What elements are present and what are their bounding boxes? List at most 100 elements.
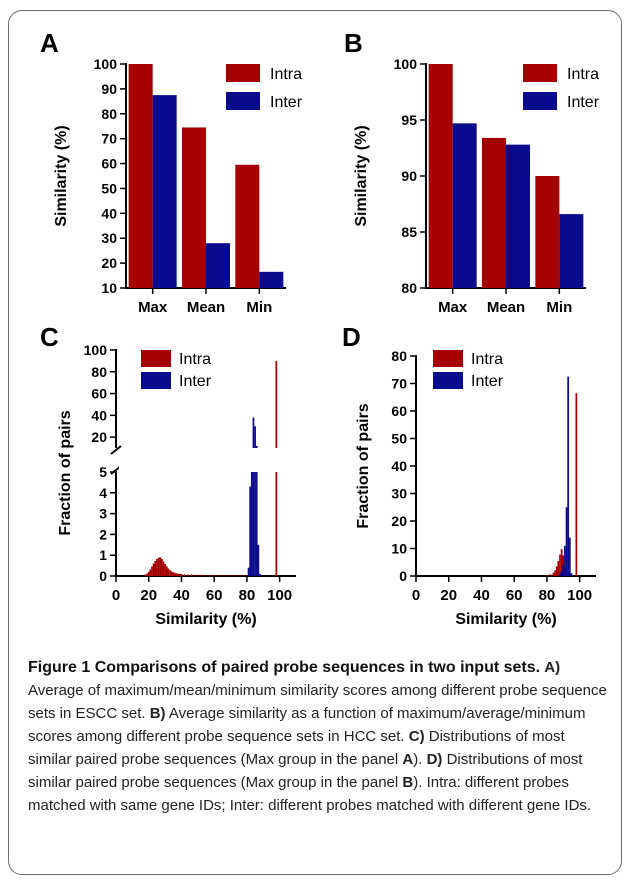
caption-item-text: Distributions of most similar paired pro… (28, 728, 565, 768)
caption-ref: D) (426, 751, 443, 768)
hist-bar-inter (562, 565, 565, 576)
hist-bar-intra (575, 393, 578, 576)
x-tick-label-mean: Mean (187, 299, 225, 316)
y-tick-label: 20 (391, 513, 407, 529)
hist-bar-intra (559, 554, 561, 576)
y-tick-label: 60 (101, 156, 117, 172)
y-tick-label: 40 (101, 205, 117, 221)
y-tick-label: 10 (101, 280, 117, 296)
hist-bar-inter (257, 544, 260, 576)
y-tick-label: 100 (84, 342, 108, 358)
caption-heading: Comparisons of paired probe sequences in… (94, 659, 541, 676)
y-tick-label: 10 (391, 541, 407, 557)
x-tick-label-min: Min (546, 299, 572, 316)
y-tick-label: 70 (101, 131, 117, 147)
y-tick-label: 0 (99, 568, 107, 584)
x-tick-label: 60 (506, 587, 523, 604)
x-axis-label: Similarity (%) (455, 611, 556, 628)
y-tick-label: 90 (401, 168, 417, 184)
hist-bar-intra (210, 574, 212, 576)
hist-bar-intra (552, 572, 555, 576)
caption-ref: A) (544, 659, 561, 676)
hist-bar-intra (154, 561, 157, 576)
legend-swatch-intra (226, 64, 260, 82)
x-tick-label: 0 (112, 587, 120, 604)
panel-letter-d: D (342, 322, 361, 352)
legend-label-inter: Inter (179, 373, 212, 390)
caption-title: Figure 1 Comparisons of paired probe seq… (28, 659, 540, 676)
y-tick-label: 80 (101, 106, 117, 122)
hist-bar-intra (187, 574, 189, 576)
y-tick-label: 80 (91, 364, 107, 380)
hist-bar-intra (239, 575, 242, 576)
caption-item-text: Average of maximum/mean/minimum similari… (28, 682, 607, 722)
legend-swatch-inter (433, 372, 463, 389)
hist-bar-intra (147, 571, 150, 576)
y-tick-label: 2 (99, 526, 107, 542)
bar-inter-mean (506, 144, 530, 288)
axis-break-mark (110, 445, 122, 455)
y-axis-label: Fraction of pairs (355, 403, 372, 528)
legend-swatch-inter (141, 372, 171, 389)
y-tick-label: 30 (101, 230, 117, 246)
hist-bar-intra (164, 563, 166, 576)
y-tick-label: 80 (401, 280, 417, 296)
caption-ref: C) (408, 728, 425, 745)
hist-bar-intra (174, 572, 176, 576)
x-tick-label: 20 (440, 587, 457, 604)
hist-bar-intra (175, 573, 178, 576)
hist-bar-intra (275, 472, 278, 576)
y-tick-label: 95 (401, 112, 417, 128)
y-tick-label: 70 (391, 376, 407, 392)
hist-bar-inter (249, 486, 252, 576)
hist-bar-intra (236, 575, 238, 576)
x-tick-label-min: Min (246, 299, 272, 316)
hist-bar-inter (564, 545, 566, 576)
bar-intra-mean (482, 137, 506, 288)
y-tick-label: 90 (101, 81, 117, 97)
legend-label-intra: Intra (471, 351, 503, 368)
hist-bar-intra (200, 574, 202, 576)
hist-bar-intra (554, 570, 556, 576)
caption-item-text: Average similarity as a function of maxi… (28, 705, 586, 745)
hist-bar-intra (555, 566, 558, 576)
hist-bar-intra (170, 571, 173, 576)
caption-item-text: Distributions of most similar paired pro… (28, 751, 583, 791)
y-tick-label: 50 (101, 180, 117, 196)
legend-label-intra: Intra (270, 66, 302, 83)
hist-bar-inter (559, 573, 561, 576)
hist-bar-intra (246, 575, 248, 576)
hist-bar-intra (177, 573, 180, 576)
hist-bar-intra (223, 575, 225, 576)
hist-bar-inter (568, 537, 571, 576)
hist-bar-intra (169, 570, 171, 576)
hist-bar-intra (193, 574, 196, 576)
legend-label-inter: Inter (567, 94, 600, 111)
y-axis-label: Fraction of pairs (57, 410, 74, 535)
hist-bar-intra (180, 574, 183, 576)
hist-bar-inter (259, 573, 261, 576)
hist-bar-intra (159, 557, 162, 576)
bar-intra-max (128, 64, 153, 288)
y-tick-label: 40 (91, 407, 107, 423)
hist-bar-intra (146, 573, 148, 576)
hist-bar-intra (206, 574, 209, 576)
y-tick-label: 5 (99, 464, 107, 480)
y-tick-label: 1 (99, 547, 107, 563)
x-tick-label-mean: Mean (487, 299, 525, 316)
hist-bar-intra (160, 558, 163, 576)
hist-bar-inter (560, 571, 563, 576)
y-tick-label: 60 (91, 386, 107, 402)
x-tick-label: 80 (539, 587, 556, 604)
x-tick-label: 80 (239, 587, 256, 604)
hist-bar-intra (151, 566, 153, 576)
caption-panel-ref: B (402, 774, 414, 791)
hist-bar-inter (565, 507, 568, 576)
hist-bar-intra (546, 575, 548, 576)
y-axis-label: Similarity (%) (53, 125, 70, 226)
y-tick-label: 30 (391, 486, 407, 502)
y-tick-label: 3 (99, 506, 107, 522)
caption-item-end: ). (413, 774, 423, 791)
bar-intra-min (235, 164, 260, 288)
